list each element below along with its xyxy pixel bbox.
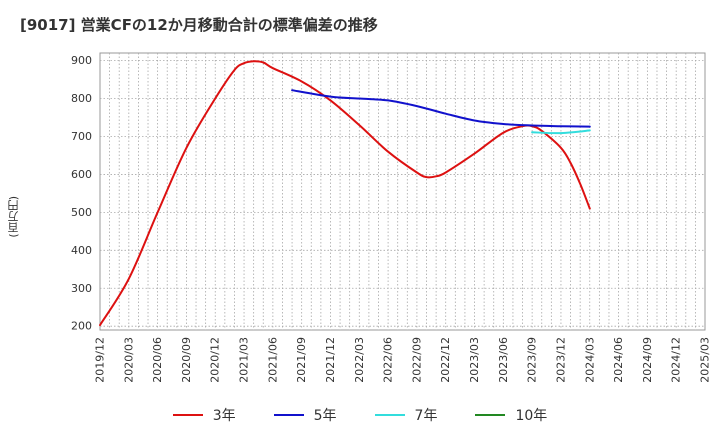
x-tick-label: 2021/06 xyxy=(266,337,279,383)
x-tick-label: 2023/03 xyxy=(468,337,481,383)
y-tick-label: 200 xyxy=(71,320,92,333)
y-tick-label: 800 xyxy=(71,92,92,105)
legend-item-4: 10年 xyxy=(475,405,547,425)
legend-label: 3年 xyxy=(212,408,236,424)
y-tick-label: 900 xyxy=(71,54,92,67)
x-tick-label: 2022/06 xyxy=(382,337,395,383)
horizontal-grid xyxy=(100,60,705,327)
y-tick-label: 700 xyxy=(71,130,92,143)
x-tick-label: 2021/09 xyxy=(295,337,308,383)
x-tick-label: 2023/06 xyxy=(497,337,510,383)
x-tick-label: 2023/09 xyxy=(526,337,539,383)
legend: 3年 5年 7年 10年 xyxy=(0,404,720,426)
x-axis-tick-labels: 2019/12 2020/03 2020/06 2020/09 2020/12 2021/… xyxy=(94,337,712,383)
legend-item-3: 7年 xyxy=(374,405,438,425)
y-tick-label: 300 xyxy=(71,282,92,295)
legend-item-2: 5年 xyxy=(273,405,337,425)
x-tick-label: 2024/06 xyxy=(612,337,625,383)
chart-title: [9017] 営業CFの12か月移動合計の標準偏差の推移 xyxy=(20,16,378,34)
x-tick-label: 2025/03 xyxy=(699,337,712,383)
legend-label: 5年 xyxy=(313,408,337,424)
legend-swatch xyxy=(172,414,203,416)
y-axis-tick-labels: 200 300 400 500 600 700 800 900 xyxy=(71,54,92,333)
x-tick-label: 2021/12 xyxy=(324,337,337,383)
legend-swatch xyxy=(273,414,304,416)
series-line-3 xyxy=(531,129,591,135)
series-lines xyxy=(99,60,591,327)
x-tick-label: 2024/03 xyxy=(583,337,596,383)
y-tick-label: 500 xyxy=(71,206,92,219)
x-tick-label: 2021/03 xyxy=(238,337,251,383)
x-tick-label: 2022/03 xyxy=(353,337,366,383)
x-tick-label: 2022/12 xyxy=(439,337,452,383)
x-tick-label: 2024/09 xyxy=(641,337,654,383)
legend-item-1: 3年 xyxy=(172,405,236,425)
legend-swatch xyxy=(374,414,405,416)
legend-swatch xyxy=(475,414,506,416)
y-tick-label: 600 xyxy=(71,168,92,181)
legend-label: 10年 xyxy=(515,408,548,424)
series-line-2 xyxy=(291,89,591,128)
series-line-1 xyxy=(99,60,591,327)
x-tick-label: 2022/09 xyxy=(410,337,423,383)
x-tick-label: 2024/12 xyxy=(670,337,683,383)
plot-area-frame xyxy=(99,52,706,331)
x-tick-label: 2020/12 xyxy=(209,337,222,383)
y-tick-label: 400 xyxy=(71,244,92,257)
legend-label: 7年 xyxy=(414,408,438,424)
x-tick-label: 2019/12 xyxy=(94,337,107,383)
x-tick-label: 2020/09 xyxy=(180,337,193,383)
x-tick-label: 2023/12 xyxy=(554,337,567,383)
x-tick-label: 2020/03 xyxy=(122,337,135,383)
x-tick-label: 2020/06 xyxy=(151,337,164,383)
